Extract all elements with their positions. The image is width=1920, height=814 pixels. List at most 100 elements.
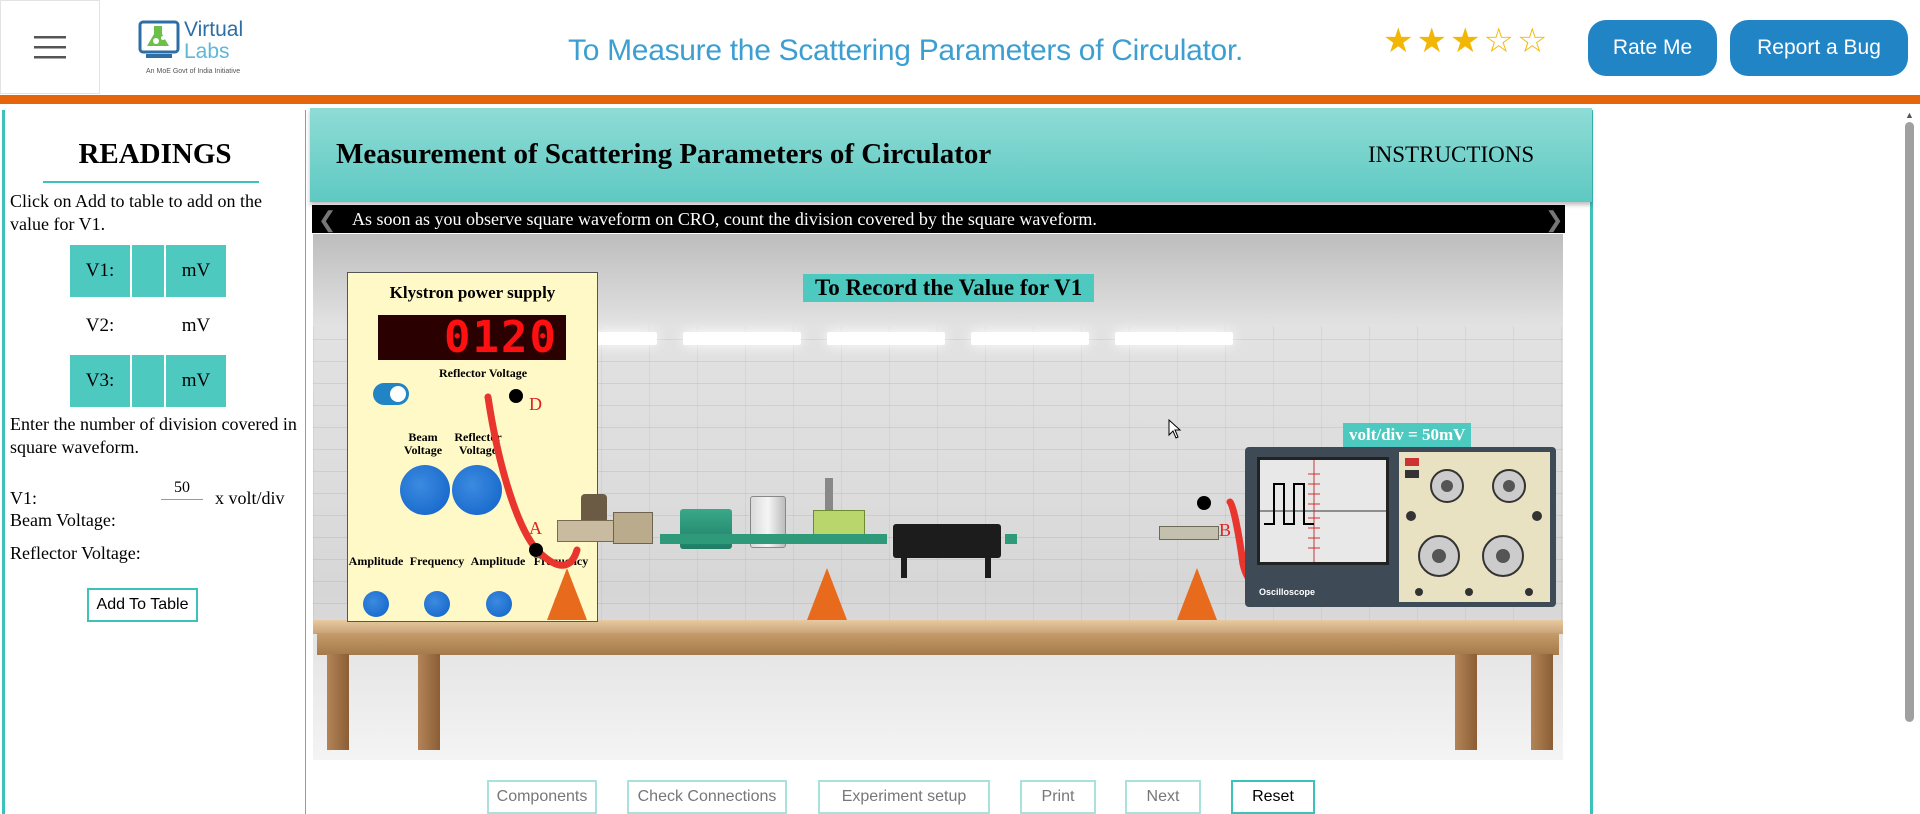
v1-input-row: V1: x volt/div	[10, 488, 310, 509]
header-divider	[0, 95, 1920, 104]
v3-unit-cell: mV	[166, 355, 226, 407]
reflector-voltage-label: Reflector Voltage:	[10, 543, 141, 563]
amplitude-knob-2[interactable]	[486, 591, 512, 617]
mouse-cursor-icon	[1168, 419, 1182, 439]
check-connections-button[interactable]: Check Connections	[627, 780, 787, 814]
ceiling-light	[1115, 332, 1233, 345]
virtual-labs-logo[interactable]: Virtual Labs An MoE Govt of India Initia…	[138, 14, 252, 78]
v1-input-label: V1:	[10, 488, 37, 508]
components-button[interactable]: Components	[487, 780, 597, 814]
readings-instruction: Click on Add to table to add on the valu…	[10, 191, 262, 234]
table-leg	[1531, 654, 1553, 750]
hamburger-menu-icon[interactable]	[0, 0, 100, 94]
oscilloscope-caption: Oscilloscope	[1259, 587, 1316, 597]
point-d-jack[interactable]	[509, 389, 523, 403]
star-filled-icon[interactable]: ★	[1383, 22, 1414, 60]
power-toggle[interactable]	[373, 383, 409, 405]
table-leg	[1455, 654, 1477, 750]
amplitude-knob-1[interactable]	[363, 591, 389, 617]
instructions-link[interactable]: INSTRUCTIONS	[1368, 142, 1535, 167]
circulator[interactable]	[893, 524, 1001, 558]
klystron-power-supply[interactable]: Klystron power supply 0120 Reflector Vol…	[347, 272, 598, 622]
v1-input-suffix: x volt/div	[215, 488, 285, 508]
point-b-label: B	[1219, 520, 1232, 540]
instruction-text: As soon as you observe square waveform o…	[352, 209, 1097, 229]
star-filled-icon[interactable]: ★	[1416, 22, 1447, 60]
ceiling-light	[827, 332, 945, 345]
experiment-title: Measurement of Scattering Parameters of …	[336, 138, 992, 170]
next-arrow-icon[interactable]: ❯	[1545, 207, 1564, 232]
waveguide-section	[660, 534, 754, 544]
point-b-jack[interactable]	[1197, 496, 1211, 510]
prev-arrow-icon[interactable]: ❮	[318, 207, 337, 232]
star-filled-icon[interactable]: ★	[1449, 22, 1481, 60]
v1-unit-cell: mV	[166, 245, 226, 297]
tuner-rod	[825, 478, 833, 518]
reset-button[interactable]: Reset	[1231, 780, 1315, 814]
rate-me-button[interactable]: Rate Me	[1588, 20, 1717, 76]
frequency-label-1: Frequency	[409, 554, 465, 568]
beam-voltage-knob[interactable]	[400, 465, 450, 515]
page-title: To Measure the Scattering Parameters of …	[568, 34, 1244, 67]
next-button[interactable]: Next	[1125, 780, 1201, 814]
reflector-voltage-knob-label: Reflector Voltage	[454, 430, 502, 457]
slide-screw-tuner[interactable]	[813, 510, 865, 538]
stand-cone	[807, 568, 847, 620]
oscilloscope-screen	[1257, 457, 1389, 565]
logo-word-labs: Labs	[184, 40, 230, 63]
frequency-knob-1[interactable]	[424, 591, 450, 617]
v3-value-cell	[132, 355, 164, 407]
v2-unit-cell: mV	[181, 315, 211, 336]
ceiling-light	[971, 332, 1089, 345]
rating-stars[interactable]: ★ ★ ★ ☆ ☆	[1383, 24, 1547, 58]
add-to-table-button[interactable]: Add To Table	[87, 588, 198, 622]
report-bug-button[interactable]: Report a Bug	[1730, 20, 1908, 76]
point-d-label: D	[529, 394, 542, 414]
logo-tagline: An MoE Govt of India Initiative	[146, 68, 241, 75]
star-empty-icon[interactable]: ☆	[1516, 22, 1548, 60]
amplitude-label-1: Amplitude	[348, 554, 404, 568]
v1-value-cell	[132, 245, 164, 297]
table-leg	[418, 654, 440, 750]
point-a-label: A	[529, 518, 542, 538]
point-a-jack[interactable]	[529, 543, 543, 557]
oscilloscope-controls[interactable]	[1399, 452, 1550, 602]
beam-voltage-label: Beam Voltage:	[10, 510, 116, 530]
v3-label-cell: V3:	[70, 355, 130, 407]
waveguide-flange	[873, 534, 885, 544]
klystron-title: Klystron power supply	[389, 283, 556, 302]
flask-logo-icon	[138, 20, 180, 58]
circulator-leg	[901, 556, 907, 578]
attenuator-block[interactable]	[613, 512, 653, 544]
print-button[interactable]: Print	[1020, 780, 1096, 814]
waveguide-section	[733, 534, 807, 544]
hamburger-icon	[34, 36, 66, 59]
oscilloscope-knobs	[1405, 458, 1542, 596]
detector-mount[interactable]	[1159, 526, 1219, 540]
main-panel	[306, 110, 1593, 814]
lab-scene: To Record the Value for V1 volt/div = 50…	[313, 234, 1563, 760]
v1-division-input[interactable]	[161, 476, 203, 500]
beam-voltage-knob-label: Beam Voltage	[403, 430, 443, 457]
scrollbar[interactable]: ▲	[1900, 108, 1920, 814]
scrollbar-thumb[interactable]	[1905, 122, 1914, 722]
experiment-setup-button[interactable]: Experiment setup	[818, 780, 990, 814]
voltage-display: 0120	[378, 312, 566, 363]
scene-label: To Record the Value for V1	[803, 274, 1095, 302]
stand-cone	[547, 568, 587, 620]
waveguide-section	[793, 534, 887, 544]
scroll-up-icon[interactable]: ▲	[1905, 110, 1914, 120]
readings-divider	[43, 181, 259, 183]
oscilloscope[interactable]: Oscilloscope	[1245, 447, 1556, 607]
stand-cone	[1177, 568, 1217, 620]
header: Virtual Labs An MoE Govt of India Initia…	[0, 0, 1920, 95]
amplitude-label-2: Amplitude	[470, 554, 526, 568]
reflector-voltage-knob[interactable]	[452, 465, 502, 515]
ceiling-light	[683, 332, 801, 345]
star-empty-icon[interactable]: ☆	[1483, 22, 1514, 60]
readings-panel: READINGS Click on Add to table to add on…	[2, 110, 306, 814]
experiment-title-bar: Measurement of Scattering Parameters of …	[310, 108, 1592, 202]
readings-title: READINGS	[78, 138, 232, 170]
reflector-voltage-display-label: Reflector Voltage	[438, 366, 528, 380]
square-waveform	[1260, 460, 1386, 562]
